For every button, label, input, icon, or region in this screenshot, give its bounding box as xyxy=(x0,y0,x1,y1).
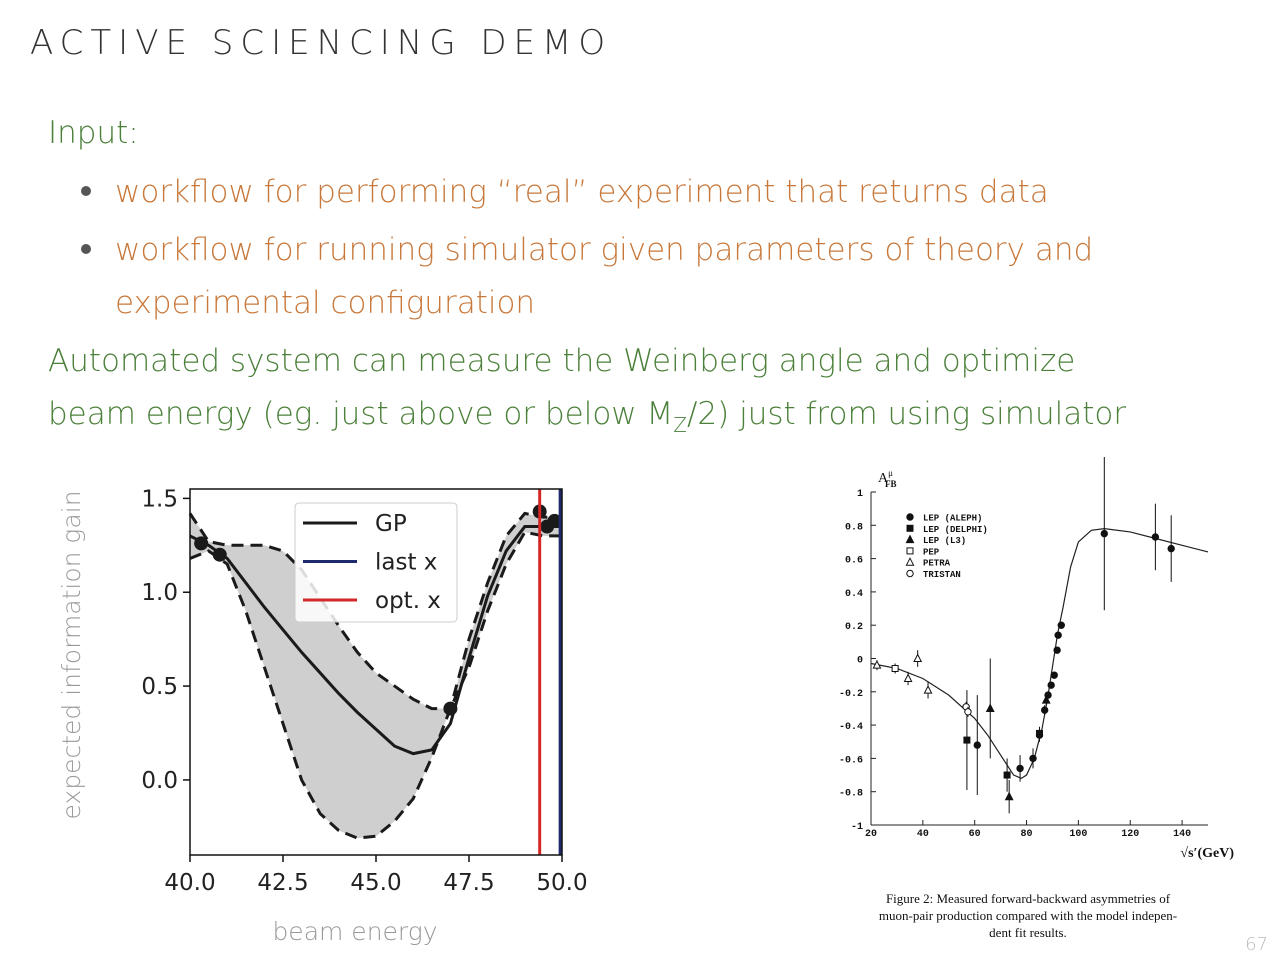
y-tick-label: -0.4 xyxy=(839,722,863,733)
data-point xyxy=(1016,764,1024,773)
y-tick-label: 1.5 xyxy=(141,486,178,512)
data-point xyxy=(1047,681,1055,689)
input-label: Input: xyxy=(48,115,139,151)
y-tick-label: 0.2 xyxy=(845,622,863,633)
data-point xyxy=(1054,631,1062,639)
legend-marker xyxy=(906,547,914,555)
confidence-band xyxy=(190,513,562,839)
data-point xyxy=(891,664,899,672)
legend-label: PEP xyxy=(923,547,940,557)
x-tick-label: 45.0 xyxy=(350,870,401,896)
data-point xyxy=(903,673,913,682)
observation xyxy=(194,536,209,551)
observation xyxy=(443,701,458,716)
conclusion-text: Automated system can measure the Weinber… xyxy=(48,343,1075,379)
data-point xyxy=(872,660,882,669)
x-tick-label: 120 xyxy=(1121,829,1139,840)
legend-marker xyxy=(906,569,914,578)
x-tick-label: 100 xyxy=(1069,829,1087,840)
data-point xyxy=(1100,529,1109,538)
conclusion-part: /2) just from using simulator xyxy=(687,396,1126,432)
data-point xyxy=(985,703,995,712)
observation xyxy=(547,513,562,528)
y-tick-label: 0.4 xyxy=(845,589,863,600)
bullet-text: workflow for performing “real” experimen… xyxy=(115,174,1049,210)
y-axis-label-sup: μ xyxy=(888,468,893,478)
legend-marker xyxy=(906,513,914,521)
x-tick-label: 40 xyxy=(917,829,929,840)
x-tick-label: 40.0 xyxy=(164,870,215,896)
data-point xyxy=(964,708,972,716)
data-point xyxy=(1004,791,1014,801)
legend-label: TRISTAN xyxy=(923,570,961,580)
y-tick-label: 0.0 xyxy=(141,768,178,794)
data-point xyxy=(1041,695,1051,704)
data-point xyxy=(963,736,971,744)
legend-label: LEP (DELPHI) xyxy=(923,525,988,535)
legend-box xyxy=(294,502,458,623)
data-point xyxy=(1029,754,1037,763)
data-point xyxy=(1053,646,1061,654)
figure-caption: dent fit results. xyxy=(989,925,1067,940)
y-axis-label: expected information gain xyxy=(57,490,86,819)
data-point xyxy=(913,653,923,662)
x-tick-label: 50.0 xyxy=(536,870,587,896)
legend-label: LEP (L3) xyxy=(923,536,966,546)
y-tick-label: 0.6 xyxy=(845,556,863,567)
conclusion-text: beam energy (eg. just above or below MZ/… xyxy=(48,396,1126,437)
data-point xyxy=(1057,621,1065,629)
y-tick-label: -1 xyxy=(851,822,863,833)
y-axis-label: Aμ FB xyxy=(878,468,896,489)
x-tick-label: 60 xyxy=(969,829,981,840)
x-tick-label: 20 xyxy=(865,829,877,840)
legend-label: last x xyxy=(375,550,437,576)
legend-marker xyxy=(906,524,914,532)
y-tick-label: -0.6 xyxy=(839,755,863,766)
x-tick-label: 80 xyxy=(1021,829,1033,840)
bullet-dot xyxy=(81,186,91,196)
data-point xyxy=(923,685,933,694)
legend-label: LEP (ALEPH) xyxy=(923,514,982,524)
legend-label: GP xyxy=(375,511,407,537)
slide-title: ACTIVE SCIENCING DEMO xyxy=(30,23,612,63)
observation xyxy=(212,547,227,562)
y-tick-label: -0.8 xyxy=(839,789,863,800)
page-number: 67 xyxy=(1245,934,1268,955)
legend-marker xyxy=(905,534,915,544)
gp-mean xyxy=(189,525,562,756)
legend-label: PETRA xyxy=(923,559,951,569)
x-tick-label: 140 xyxy=(1173,829,1191,840)
bullet-text: experimental configuration xyxy=(115,285,535,321)
conclusion-part: beam energy (eg. just above or below M xyxy=(48,396,673,432)
bullet-text: workflow for running simulator given par… xyxy=(115,232,1093,268)
data-point xyxy=(973,741,981,749)
data-point xyxy=(1167,544,1175,553)
y-tick-label: 0.8 xyxy=(845,522,863,533)
y-tick-label: 1.0 xyxy=(141,580,178,606)
data-point xyxy=(1050,671,1058,679)
x-tick-label: 42.5 xyxy=(257,870,308,896)
y-tick-label: 0.5 xyxy=(141,674,178,700)
bullet-dot xyxy=(81,244,91,254)
legend-label: opt. x xyxy=(375,588,441,614)
legend-marker xyxy=(905,557,915,566)
x-tick-label: 47.5 xyxy=(443,870,494,896)
subscript: Z xyxy=(673,413,687,437)
x-axis-label: √s′(GeV) xyxy=(1180,846,1234,861)
data-point xyxy=(1151,533,1160,541)
upper-bound xyxy=(188,511,562,711)
y-tick-label: -0.2 xyxy=(839,689,863,700)
x-axis-label: beam energy xyxy=(272,917,437,946)
y-axis-label-sub: FB xyxy=(885,479,897,489)
figure-caption: muon-pair production compared with the m… xyxy=(879,908,1177,923)
data-point xyxy=(1040,706,1049,714)
data-point xyxy=(1003,771,1011,779)
figure-caption: Figure 2: Measured forward-backward asym… xyxy=(886,891,1171,906)
data-point xyxy=(1036,729,1043,737)
y-axis-label-base: A xyxy=(878,471,889,486)
y-tick-label: 0 xyxy=(857,656,863,667)
y-tick-label: 1 xyxy=(857,489,863,500)
